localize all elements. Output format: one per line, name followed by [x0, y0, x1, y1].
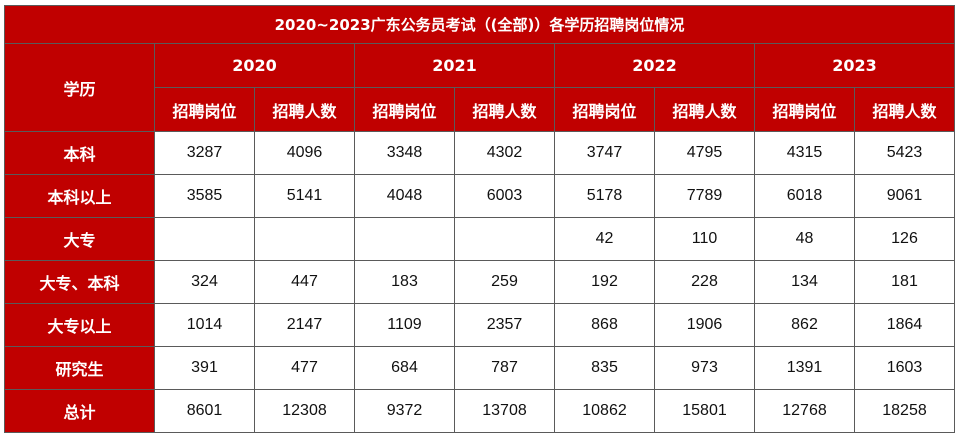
positions-cell: 48: [754, 217, 855, 261]
table-row: 大专以上 1014 2147 1109 2357 868 1906 862 1864: [4, 303, 956, 347]
positions-cell: 8601: [154, 389, 255, 433]
positions-cell: 868: [554, 303, 655, 347]
positions-cell: 4048: [354, 174, 455, 218]
positions-cell: 9372: [354, 389, 455, 433]
positions-cell: 684: [354, 346, 455, 390]
people-cell: 787: [454, 346, 555, 390]
people-cell: 18258: [853, 389, 956, 433]
positions-cell: 324: [154, 260, 255, 304]
positions-cell: 42: [554, 217, 655, 261]
people-cell: 1864: [853, 303, 956, 347]
positions-cell: [154, 217, 255, 261]
people-cell: 181: [853, 260, 956, 304]
positions-header: 招聘岗位: [354, 87, 455, 132]
positions-cell: 1391: [754, 346, 855, 390]
table-row: 大专、本科 324 447 183 259 192 228 134 181: [4, 260, 956, 304]
row-label: 大专以上: [4, 303, 155, 347]
people-header: 招聘人数: [853, 87, 956, 132]
positions-cell: 192: [554, 260, 655, 304]
people-cell: 4096: [254, 131, 355, 175]
positions-cell: 1109: [354, 303, 455, 347]
positions-cell: 3747: [554, 131, 655, 175]
positions-cell: 3585: [154, 174, 255, 218]
table-row: 总计 8601 12308 9372 13708 10862 15801 12768 18258: [4, 389, 956, 433]
year-header: 2020: [154, 43, 355, 88]
row-label: 本科: [4, 131, 155, 175]
positions-cell: 12768: [754, 389, 855, 433]
people-cell: [254, 217, 355, 261]
people-cell: 447: [254, 260, 355, 304]
positions-cell: 6018: [754, 174, 855, 218]
row-label: 总计: [4, 389, 155, 433]
positions-cell: 10862: [554, 389, 655, 433]
row-label: 本科以上: [4, 174, 155, 218]
people-cell: 110: [654, 217, 755, 261]
education-positions-table: 2020~2023广东公务员考试（(全部)）各学历招聘岗位情况 学历 2020 …: [3, 5, 956, 433]
people-cell: 7789: [654, 174, 755, 218]
people-cell: 15801: [654, 389, 755, 433]
positions-cell: 183: [354, 260, 455, 304]
table-row: 本科 3287 4096 3348 4302 3747 4795 4315 5423: [4, 131, 956, 175]
year-header: 2021: [354, 43, 555, 88]
people-cell: 2147: [254, 303, 355, 347]
positions-cell: 4315: [754, 131, 855, 175]
table-title: 2020~2023广东公务员考试（(全部)）各学历招聘岗位情况: [3, 5, 956, 44]
positions-header: 招聘岗位: [154, 87, 255, 132]
table-container: 2020~2023广东公务员考试（(全部)）各学历招聘岗位情况 学历 2020 …: [3, 5, 956, 433]
subheader-row: 招聘岗位 招聘人数 招聘岗位 招聘人数 招聘岗位 招聘人数 招聘岗位 招聘人数: [5, 87, 956, 132]
people-header: 招聘人数: [454, 87, 555, 132]
people-cell: 9061: [853, 174, 956, 218]
people-cell: 5141: [254, 174, 355, 218]
row-label: 研究生: [4, 346, 155, 390]
positions-header: 招聘岗位: [754, 87, 855, 132]
positions-cell: [354, 217, 455, 261]
positions-cell: 3287: [154, 131, 255, 175]
people-cell: [454, 217, 555, 261]
people-cell: 1906: [654, 303, 755, 347]
people-cell: 6003: [454, 174, 555, 218]
table-row: 研究生 391 477 684 787 835 973 1391 1603: [4, 346, 956, 390]
year-header: 2022: [554, 43, 755, 88]
positions-header: 招聘岗位: [554, 87, 655, 132]
people-cell: 13708: [454, 389, 555, 433]
row-label: 大专、本科: [4, 260, 155, 304]
people-cell: 2357: [454, 303, 555, 347]
positions-cell: 835: [554, 346, 655, 390]
table-row: 本科以上 3585 5141 4048 6003 5178 7789 6018 9061: [4, 174, 956, 218]
people-cell: 4302: [454, 131, 555, 175]
positions-cell: 134: [754, 260, 855, 304]
people-cell: 1603: [853, 346, 956, 390]
people-cell: 4795: [654, 131, 755, 175]
table-row: 大专 42 110 48 126: [4, 217, 956, 261]
year-header: 2023: [753, 43, 956, 88]
people-header: 招聘人数: [254, 87, 355, 132]
people-cell: 126: [853, 217, 956, 261]
positions-cell: 391: [154, 346, 255, 390]
people-cell: 12308: [254, 389, 355, 433]
education-header: 学历: [4, 43, 155, 132]
people-cell: 228: [654, 260, 755, 304]
people-header: 招聘人数: [654, 87, 755, 132]
people-cell: 5423: [853, 131, 956, 175]
positions-cell: 1014: [154, 303, 255, 347]
positions-cell: 862: [754, 303, 855, 347]
row-label: 大专: [4, 217, 155, 261]
title-row: 2020~2023广东公务员考试（(全部)）各学历招聘岗位情况: [3, 5, 956, 44]
people-cell: 973: [654, 346, 755, 390]
positions-cell: 3348: [354, 131, 455, 175]
people-cell: 477: [254, 346, 355, 390]
positions-cell: 5178: [554, 174, 655, 218]
people-cell: 259: [454, 260, 555, 304]
year-header-row: 学历 2020 2021 2022 2023: [4, 43, 956, 132]
